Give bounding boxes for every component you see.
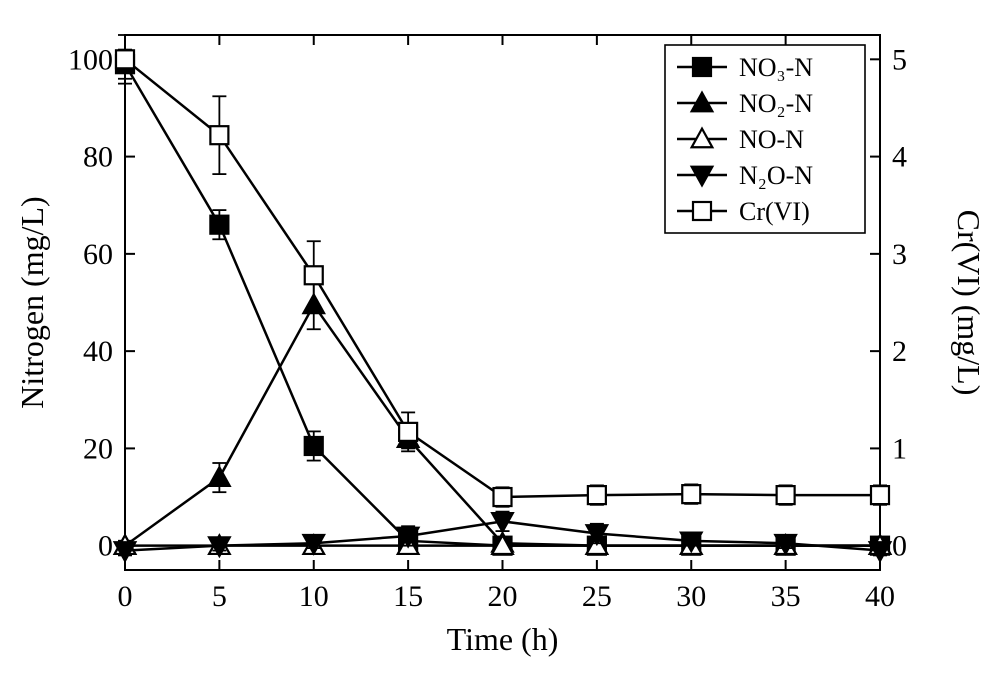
x-tick-label: 10 — [299, 580, 329, 613]
line-chart: 0510152025303540Time (h)020406080100Nitr… — [0, 0, 1000, 691]
y-left-tick-label: 0 — [98, 530, 113, 563]
legend-label-no2n: NO₂-N — [739, 89, 813, 118]
y-right-tick-label: 5 — [892, 43, 907, 76]
x-tick-label: 40 — [865, 580, 895, 613]
x-tick-label: 15 — [393, 580, 423, 613]
x-tick-label: 0 — [118, 580, 133, 613]
y-left-tick-label: 60 — [83, 238, 113, 271]
y-right-tick-label: 2 — [892, 335, 907, 368]
x-tick-label: 5 — [212, 580, 227, 613]
x-tick-label: 20 — [488, 580, 518, 613]
y-left-tick-label: 80 — [83, 141, 113, 174]
y-left-tick-label: 20 — [83, 432, 113, 465]
y-right-tick-label: 0 — [892, 530, 907, 563]
x-tick-label: 30 — [676, 580, 706, 613]
chart-container: { "chart": { "type": "line", "width": 10… — [0, 0, 1000, 691]
legend-label-crvi: Cr(VI) — [739, 197, 810, 226]
y-left-tick-label: 100 — [68, 43, 113, 76]
x-axis-label: Time (h) — [447, 621, 559, 657]
y-right-tick-label: 3 — [892, 238, 907, 271]
y-right-tick-label: 4 — [892, 141, 907, 174]
y-left-axis-label: Nitrogen (mg/L) — [14, 196, 50, 408]
legend-label-no3n: NO₃-N — [739, 53, 813, 82]
legend-label-n2on: N₂O-N — [739, 161, 813, 190]
y-right-tick-label: 1 — [892, 432, 907, 465]
y-left-tick-label: 40 — [83, 335, 113, 368]
x-tick-label: 25 — [582, 580, 612, 613]
y-right-axis-label: Cr(VI) (mg/L) — [951, 210, 987, 396]
legend-label-non: NO-N — [739, 125, 804, 154]
legend: NO₃-N NO₂-N NO-N N₂O-N Cr(VI) — [665, 45, 865, 233]
x-tick-label: 35 — [771, 580, 801, 613]
